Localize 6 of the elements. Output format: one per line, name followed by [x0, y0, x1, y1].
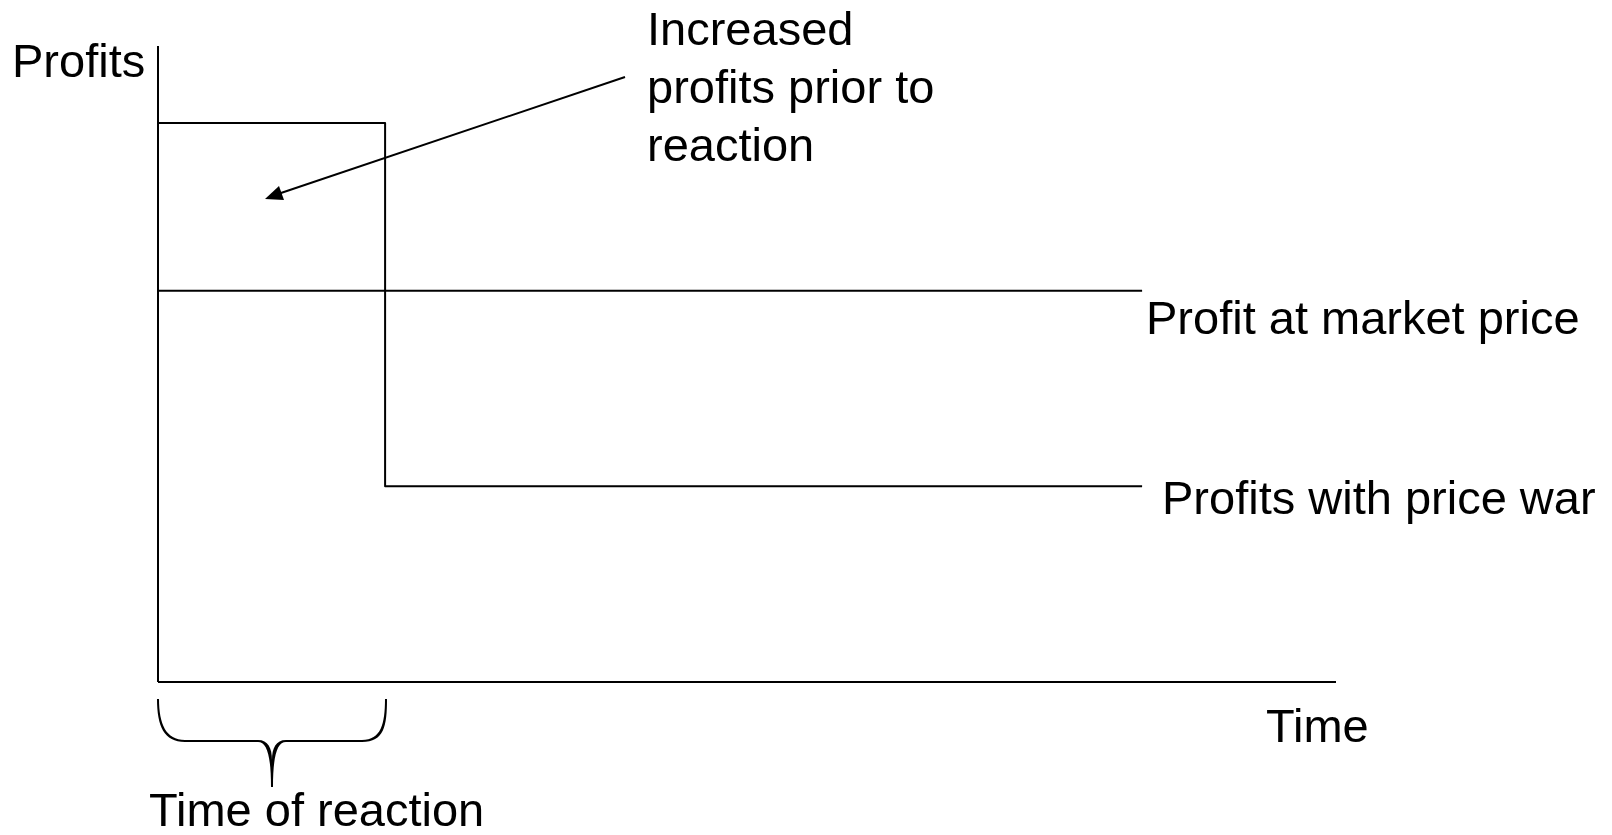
y-axis-title: Profits — [12, 34, 146, 87]
text: Time of reaction — [149, 783, 485, 835]
x-axis-title: Time — [1266, 699, 1369, 752]
annotation: Increased profits prior to reaction — [647, 2, 935, 171]
series-label: Profits with price war — [1162, 471, 1596, 524]
series-label: Profit at market price — [1146, 291, 1580, 344]
